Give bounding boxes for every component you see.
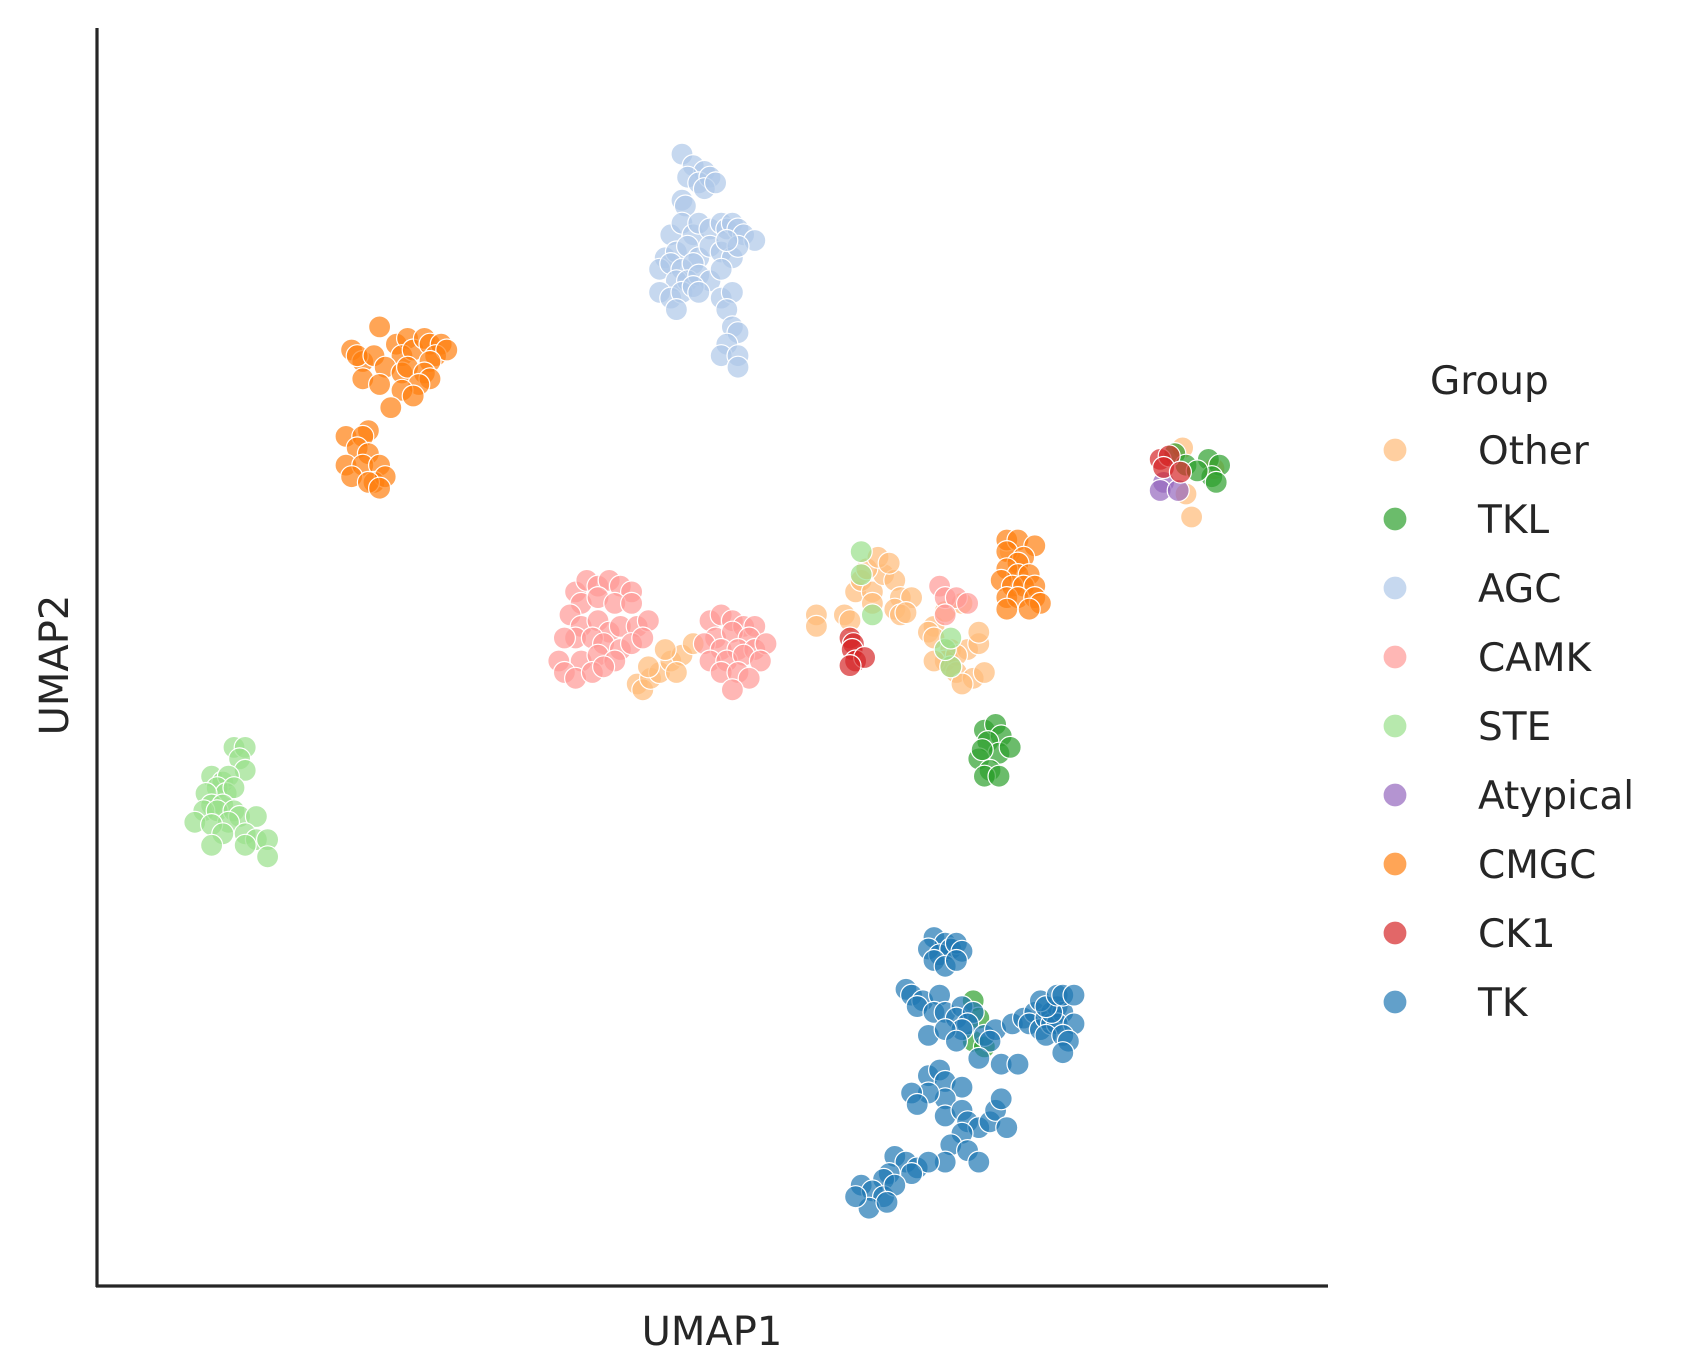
point-ste-27: [256, 845, 280, 869]
legend-marker-agc: [1382, 575, 1408, 601]
point-other-26: [894, 600, 918, 625]
point-cmgc-56: [1017, 597, 1041, 621]
point-cmgc-22: [368, 372, 392, 397]
point-tkl-6: [1204, 470, 1228, 494]
point-agc-44: [687, 280, 711, 304]
point-cmgc-9: [435, 338, 459, 362]
point-tk-49: [967, 1046, 991, 1071]
point-ste-17: [244, 804, 268, 829]
point-other-44: [967, 620, 991, 644]
legend-marker-atypical: [1382, 782, 1408, 808]
point-camk-48: [748, 649, 773, 673]
legend-label-tk: TK: [1477, 981, 1529, 1026]
legend-marker-ste: [1382, 713, 1408, 739]
legend-label-other: Other: [1478, 429, 1590, 474]
point-tkl-12: [998, 735, 1022, 760]
point-other-8: [653, 637, 677, 662]
legend-marker-ck1: [1382, 920, 1408, 946]
point-tk-86: [875, 1190, 899, 1215]
point-ck1-3: [1168, 460, 1193, 484]
point-tkl-17: [970, 738, 994, 762]
legend-label-cmgc: CMGC: [1478, 843, 1596, 888]
point-tk-55: [950, 1075, 974, 1099]
legend-marker-tk: [1382, 989, 1408, 1015]
point-agc-7: [703, 171, 728, 195]
point-camk-56: [955, 591, 980, 616]
legend-label-agc: AGC: [1478, 567, 1561, 612]
point-ste-25: [233, 833, 257, 857]
legend-label-tkl: TKL: [1477, 498, 1549, 543]
point-other-42: [972, 660, 997, 685]
point-agc-53: [726, 355, 750, 379]
legend-marker-other: [1382, 437, 1408, 463]
legend-marker-cmgc: [1382, 851, 1408, 877]
point-tkl-16: [987, 764, 1011, 788]
series-tk: [843, 925, 1086, 1220]
point-camk-51: [737, 666, 761, 690]
legend-label-ste: STE: [1478, 705, 1551, 750]
legend-marker-tkl: [1382, 506, 1408, 532]
point-cmgc-0: [368, 315, 392, 339]
point-camk-26: [552, 626, 577, 650]
point-agc-43: [664, 298, 689, 322]
series-atypical: [1148, 470, 1190, 503]
point-tk-48: [1062, 983, 1086, 1007]
point-cmgc-38: [368, 476, 392, 500]
point-tk-71: [967, 1150, 991, 1174]
legend-label-ck1: CK1: [1478, 912, 1556, 957]
series-camk: [547, 568, 980, 702]
point-tk-59: [905, 1092, 929, 1117]
point-tk-24: [944, 1029, 969, 1053]
point-cmgc-24: [401, 384, 425, 408]
point-ste-28: [849, 539, 873, 564]
point-tk-9: [944, 948, 969, 973]
legend-marker-camk: [1382, 644, 1408, 670]
point-ste-30: [860, 603, 885, 627]
point-ste-9: [222, 776, 246, 800]
series-agc: [647, 142, 767, 379]
series-cmgc: [334, 315, 1053, 621]
legend-label-atypical: Atypical: [1478, 774, 1634, 819]
point-camk-57: [933, 603, 957, 627]
point-other-7: [636, 655, 661, 679]
point-camk-9: [619, 591, 644, 616]
point-ste-33: [939, 626, 963, 650]
point-other-9: [664, 660, 689, 685]
y-axis-label: UMAP2: [32, 595, 78, 736]
point-other-22: [804, 614, 829, 639]
point-camk-31: [591, 655, 616, 679]
point-tk-66: [989, 1087, 1013, 1111]
point-camk-52: [720, 678, 745, 702]
scatter-points: [183, 142, 1232, 1220]
series-ste: [183, 539, 963, 869]
point-camk-22: [631, 626, 655, 650]
point-tk-76: [916, 1150, 941, 1174]
point-tk-67: [995, 1115, 1019, 1140]
point-agc-29: [715, 228, 739, 253]
point-tk-27: [978, 1029, 1002, 1053]
legend: Group Other TKL AGC CAMK STE Atypical CMGC CK1 T…: [1382, 359, 1634, 1026]
point-ck1-9: [838, 653, 862, 678]
legend-label-camk: CAMK: [1478, 636, 1593, 681]
point-ste-24: [200, 833, 224, 857]
point-other-17: [877, 551, 901, 575]
point-tk-42: [1051, 1041, 1075, 1065]
point-other-46: [1179, 505, 1204, 529]
point-ste-29: [849, 562, 873, 587]
point-cmgc-57: [995, 597, 1019, 621]
point-tk-51: [1006, 1052, 1030, 1076]
x-axis-label: UMAP1: [642, 1309, 783, 1355]
point-cmgc-25: [379, 396, 403, 420]
point-agc-38: [709, 257, 733, 281]
series-ck1: [838, 444, 1193, 678]
legend-title: Group: [1430, 359, 1549, 404]
point-tk-84: [843, 1185, 868, 1209]
point-other-43: [950, 672, 974, 696]
